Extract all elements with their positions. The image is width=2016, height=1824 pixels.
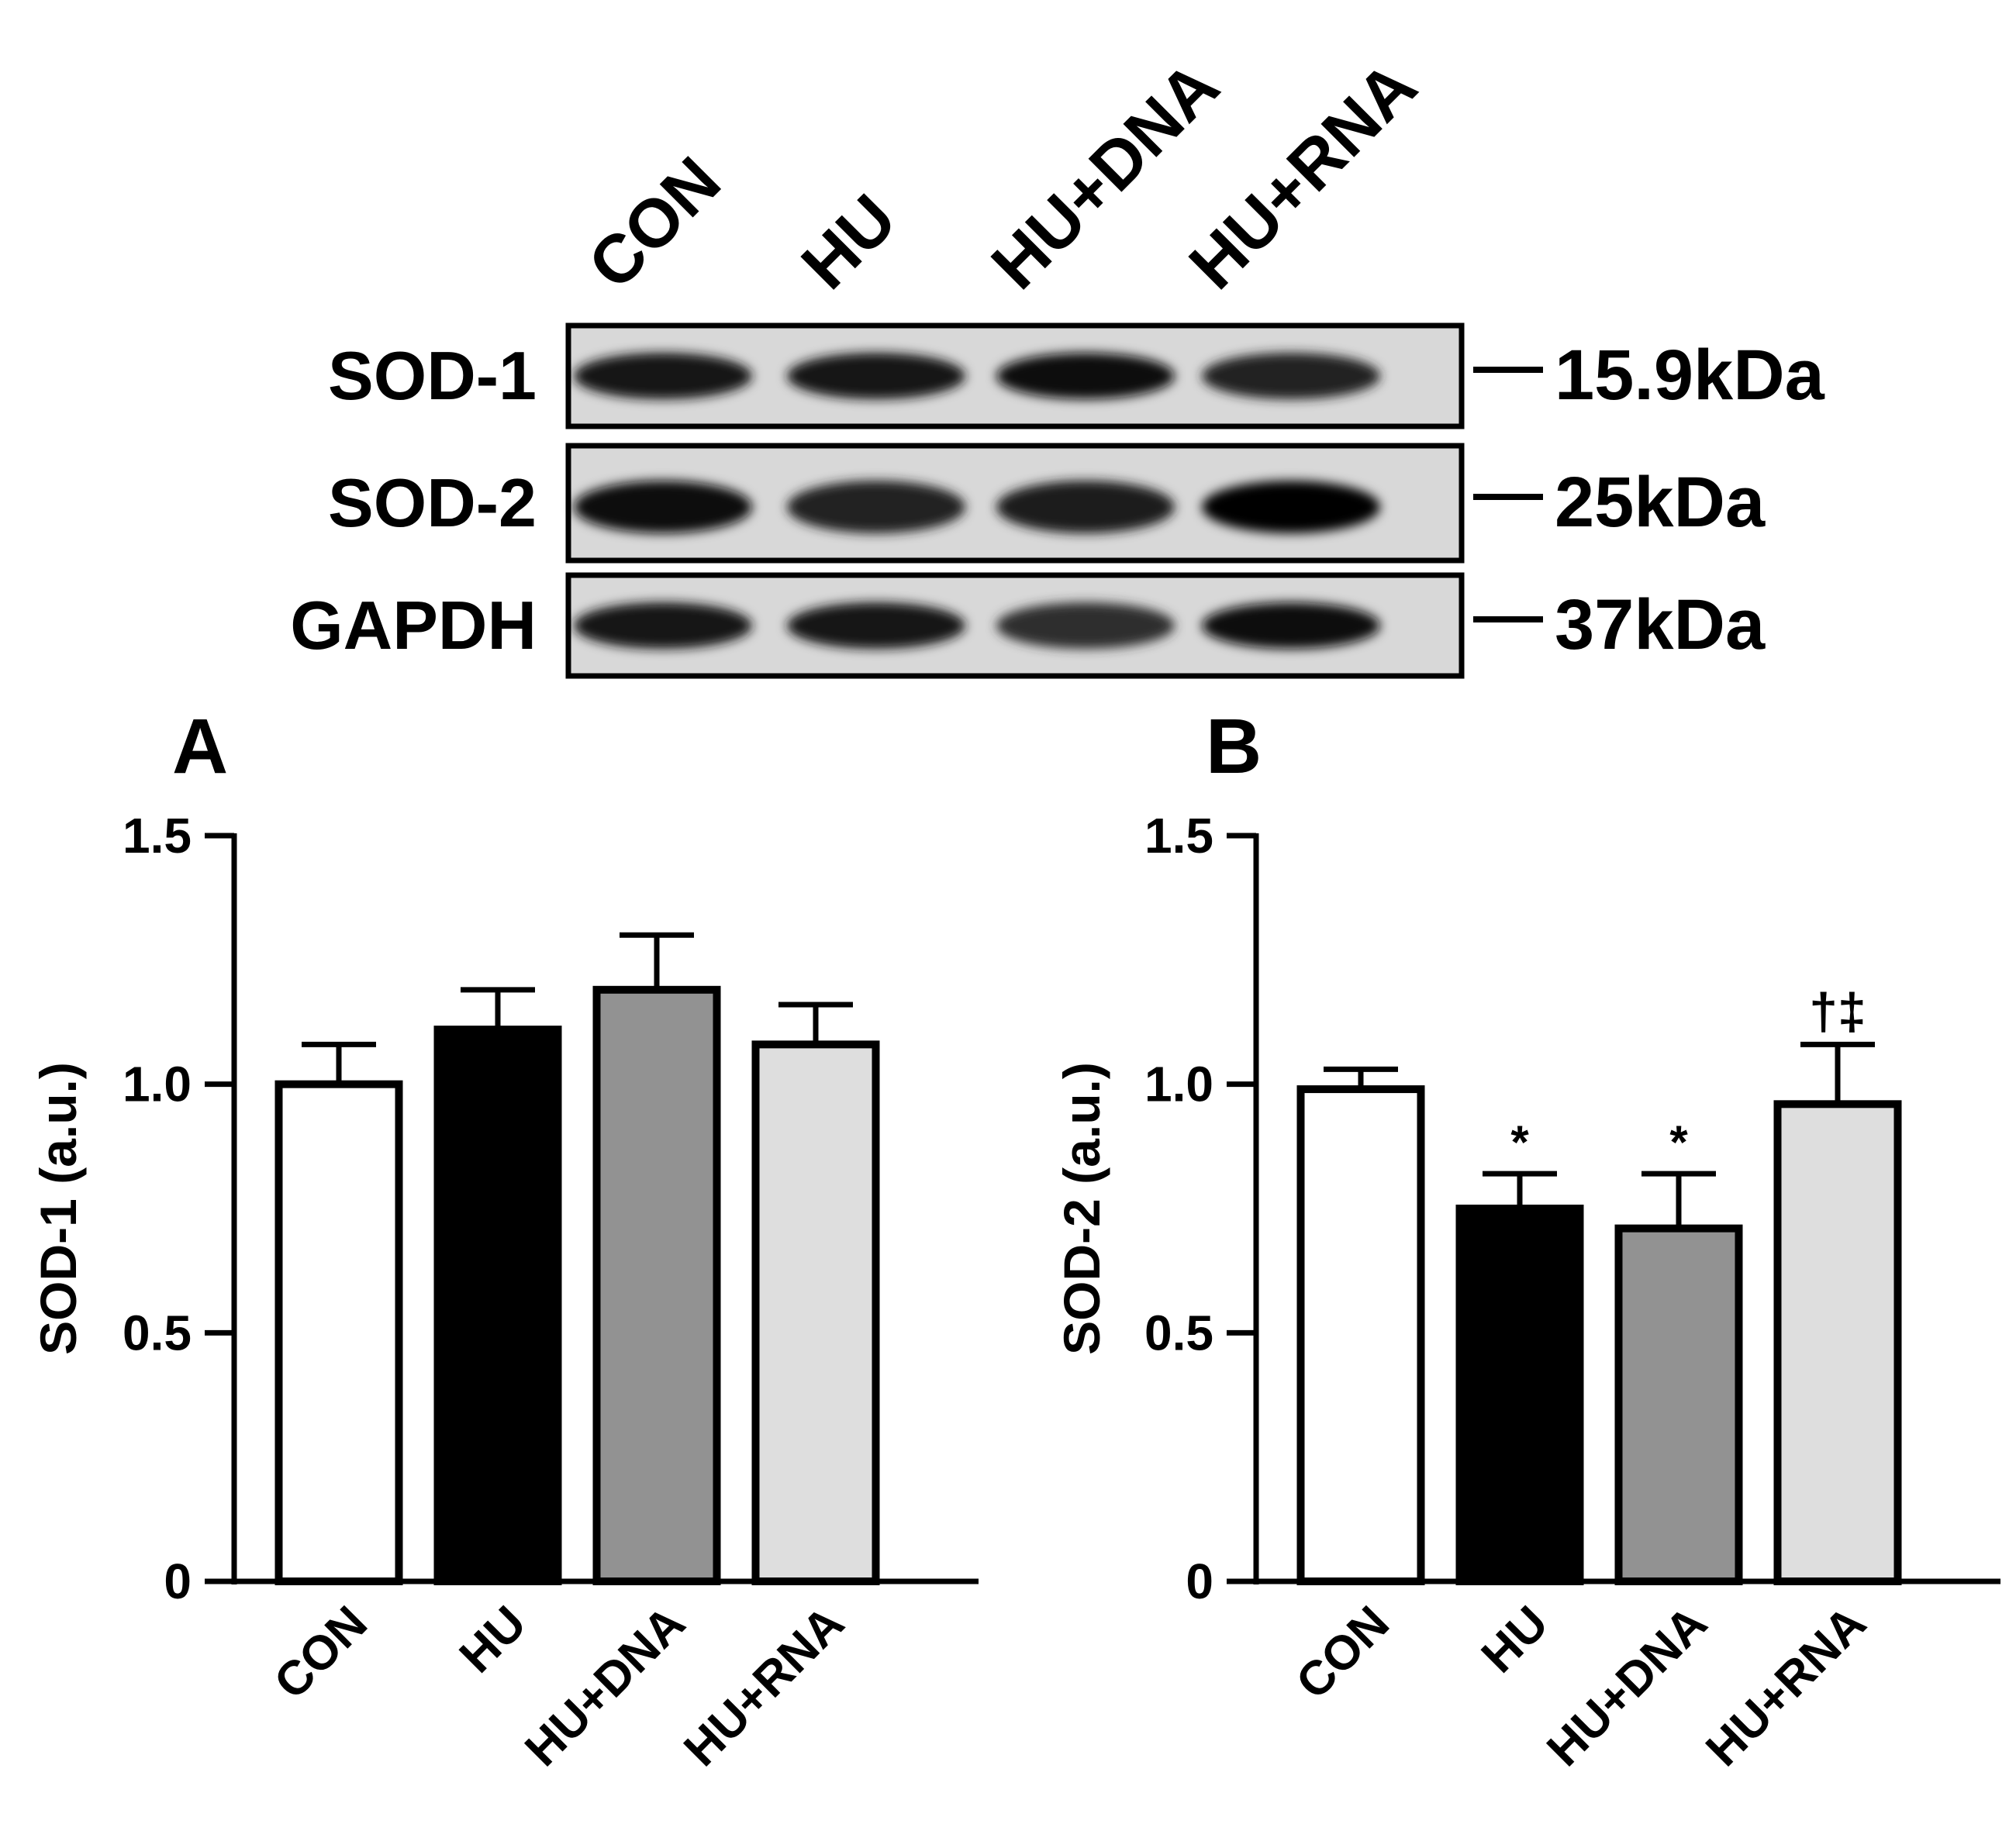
lane-label: CON — [573, 142, 734, 303]
y-axis-label: SOD-1 (a.u.) — [29, 1062, 87, 1355]
blot-band — [787, 481, 965, 533]
y-tick-label: 1.0 — [1144, 1057, 1213, 1112]
bar — [433, 1026, 562, 1585]
bar — [592, 985, 721, 1585]
significance-annotation: * — [1669, 1116, 1688, 1168]
significance-annotation: †‡ — [1809, 982, 1866, 1040]
significance-annotation: * — [1510, 1116, 1529, 1168]
y-tick-label: 1.0 — [123, 1057, 192, 1112]
y-tick-label: 0 — [164, 1553, 192, 1609]
bar-chart-sod2: B SOD-2 (a.u.) CON * HU * HU+DNA †‡ HU+RNA 0 0.5 1.… — [1053, 703, 2000, 1777]
blot-band — [996, 481, 1175, 533]
blot-row-label: SOD-2 — [328, 464, 537, 541]
y-tick-label: 1.5 — [123, 808, 192, 864]
panel-label: B — [1206, 703, 1262, 790]
bar — [1455, 1205, 1584, 1585]
y-tick-label: 0.5 — [1144, 1305, 1213, 1360]
panel-label: A — [172, 703, 228, 790]
blot-band — [787, 602, 965, 649]
x-tick-label: HU+RNA — [674, 1596, 854, 1777]
blot-box — [565, 322, 1465, 429]
bar — [274, 1080, 403, 1585]
bar — [1296, 1085, 1425, 1585]
blot-box — [565, 443, 1465, 564]
lane-label: HU — [786, 180, 910, 304]
blot-box — [565, 572, 1465, 679]
blot-band — [574, 353, 752, 399]
bar — [751, 1040, 880, 1585]
mw-label: 25kDa — [1555, 463, 1766, 542]
bar — [1614, 1224, 1743, 1585]
y-axis-label: SOD-2 (a.u.) — [1053, 1062, 1110, 1355]
x-tick-label: CON — [264, 1596, 378, 1709]
y-tick-label: 0 — [1186, 1553, 1213, 1609]
blot-band — [574, 602, 752, 649]
blot-band — [1202, 353, 1380, 399]
x-tick-label: HU+DNA — [515, 1596, 696, 1777]
x-tick-label: HU — [450, 1596, 537, 1683]
mw-label: 37kDa — [1555, 585, 1766, 664]
x-tick-label: HU — [1472, 1596, 1559, 1683]
blot-band — [996, 353, 1175, 399]
blot-band — [1202, 481, 1380, 533]
y-tick-label: 0.5 — [123, 1305, 192, 1360]
blot-band — [996, 602, 1175, 649]
mw-label: 15.9kDa — [1555, 336, 1825, 415]
x-tick-label: HU+DNA — [1537, 1596, 1717, 1777]
blot-row-label: SOD-1 — [328, 337, 537, 414]
blot-band — [1202, 602, 1380, 649]
bar — [1773, 1100, 1902, 1585]
blot-band — [574, 481, 752, 533]
y-tick-label: 1.5 — [1144, 808, 1213, 864]
blot-band — [787, 353, 965, 399]
x-tick-label: HU+RNA — [1696, 1596, 1876, 1777]
blot-row-label: GAPDH — [290, 587, 537, 664]
x-tick-label: CON — [1286, 1596, 1400, 1709]
